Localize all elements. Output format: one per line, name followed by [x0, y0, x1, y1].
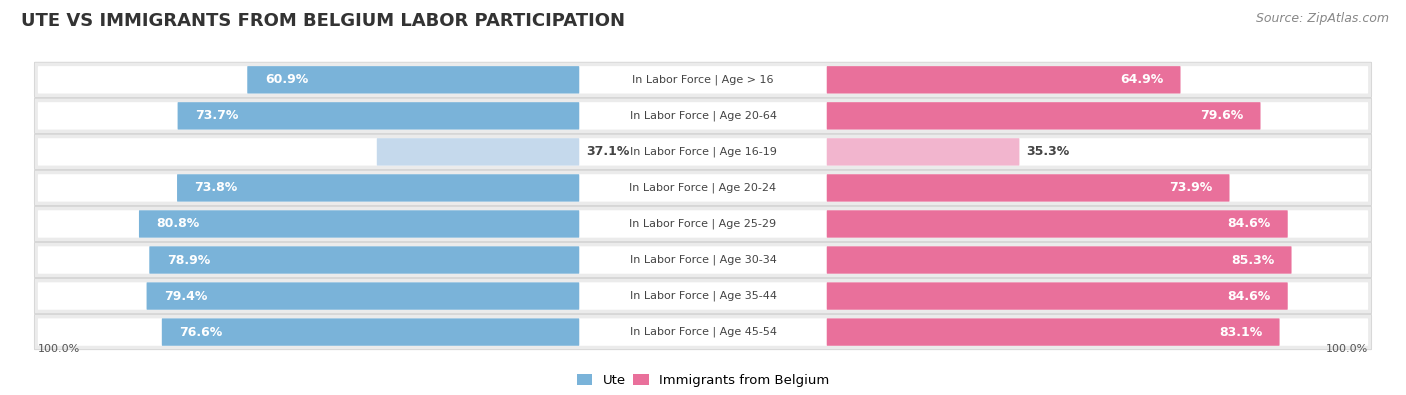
FancyBboxPatch shape	[34, 206, 1372, 242]
FancyBboxPatch shape	[146, 282, 579, 310]
FancyBboxPatch shape	[38, 138, 1368, 166]
Legend: Ute, Immigrants from Belgium: Ute, Immigrants from Belgium	[571, 369, 835, 392]
Text: 73.9%: 73.9%	[1168, 181, 1212, 194]
Text: 78.9%: 78.9%	[167, 254, 209, 267]
Text: 79.4%: 79.4%	[165, 290, 208, 303]
Text: 84.6%: 84.6%	[1227, 218, 1270, 230]
Text: In Labor Force | Age 45-54: In Labor Force | Age 45-54	[630, 327, 776, 337]
Text: 100.0%: 100.0%	[1326, 344, 1368, 354]
FancyBboxPatch shape	[38, 66, 1368, 94]
Text: 100.0%: 100.0%	[38, 344, 80, 354]
Text: 76.6%: 76.6%	[180, 325, 222, 339]
FancyBboxPatch shape	[34, 278, 1372, 314]
FancyBboxPatch shape	[38, 102, 1368, 130]
FancyBboxPatch shape	[38, 282, 1368, 310]
FancyBboxPatch shape	[38, 318, 1368, 346]
FancyBboxPatch shape	[149, 246, 579, 274]
FancyBboxPatch shape	[162, 318, 579, 346]
FancyBboxPatch shape	[34, 243, 1372, 278]
Text: UTE VS IMMIGRANTS FROM BELGIUM LABOR PARTICIPATION: UTE VS IMMIGRANTS FROM BELGIUM LABOR PAR…	[21, 12, 626, 30]
FancyBboxPatch shape	[34, 62, 1372, 98]
Text: In Labor Force | Age 20-64: In Labor Force | Age 20-64	[630, 111, 776, 121]
FancyBboxPatch shape	[38, 174, 1368, 201]
Text: In Labor Force | Age > 16: In Labor Force | Age > 16	[633, 75, 773, 85]
FancyBboxPatch shape	[827, 66, 1181, 94]
FancyBboxPatch shape	[827, 318, 1279, 346]
Text: In Labor Force | Age 25-29: In Labor Force | Age 25-29	[630, 219, 776, 229]
Text: 84.6%: 84.6%	[1227, 290, 1270, 303]
Text: In Labor Force | Age 16-19: In Labor Force | Age 16-19	[630, 147, 776, 157]
FancyBboxPatch shape	[38, 210, 1368, 238]
Text: 35.3%: 35.3%	[1026, 145, 1070, 158]
FancyBboxPatch shape	[827, 174, 1229, 201]
FancyBboxPatch shape	[827, 282, 1288, 310]
Text: Source: ZipAtlas.com: Source: ZipAtlas.com	[1256, 12, 1389, 25]
Text: 79.6%: 79.6%	[1199, 109, 1243, 122]
FancyBboxPatch shape	[827, 138, 1019, 166]
FancyBboxPatch shape	[34, 134, 1372, 169]
FancyBboxPatch shape	[827, 246, 1292, 274]
Text: 73.7%: 73.7%	[195, 109, 239, 122]
FancyBboxPatch shape	[34, 98, 1372, 134]
FancyBboxPatch shape	[827, 210, 1288, 238]
Text: 85.3%: 85.3%	[1230, 254, 1274, 267]
Text: 64.9%: 64.9%	[1119, 73, 1163, 87]
FancyBboxPatch shape	[34, 170, 1372, 205]
FancyBboxPatch shape	[827, 102, 1261, 130]
Text: 60.9%: 60.9%	[264, 73, 308, 87]
FancyBboxPatch shape	[34, 314, 1372, 350]
FancyBboxPatch shape	[139, 210, 579, 238]
FancyBboxPatch shape	[177, 174, 579, 201]
Text: 83.1%: 83.1%	[1219, 325, 1263, 339]
FancyBboxPatch shape	[377, 138, 579, 166]
Text: In Labor Force | Age 30-34: In Labor Force | Age 30-34	[630, 255, 776, 265]
FancyBboxPatch shape	[38, 246, 1368, 274]
Text: 73.8%: 73.8%	[194, 181, 238, 194]
FancyBboxPatch shape	[247, 66, 579, 94]
FancyBboxPatch shape	[177, 102, 579, 130]
Text: 80.8%: 80.8%	[156, 218, 200, 230]
Text: 37.1%: 37.1%	[586, 145, 630, 158]
Text: In Labor Force | Age 35-44: In Labor Force | Age 35-44	[630, 291, 776, 301]
Text: In Labor Force | Age 20-24: In Labor Force | Age 20-24	[630, 182, 776, 193]
